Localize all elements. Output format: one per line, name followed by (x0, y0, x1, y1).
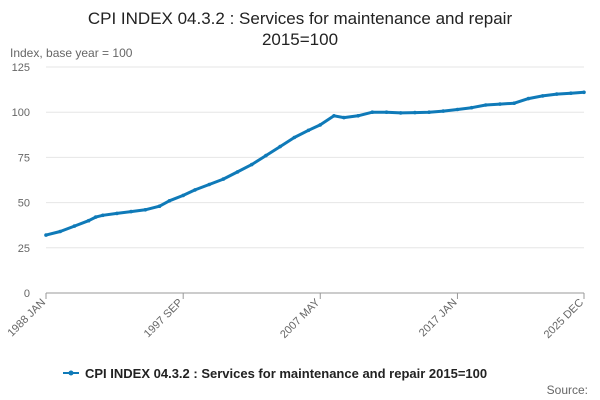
y-tick-label: 0 (24, 288, 30, 300)
x-tick-label: 2017 JAN (417, 297, 460, 340)
data-point[interactable] (264, 153, 268, 158)
legend-series-label: CPI INDEX 04.3.2 : Services for maintena… (85, 366, 487, 381)
series-line-0[interactable] (44, 90, 586, 237)
x-axis: 1988 JAN 1997 SEP 2007 MAY 2017 JAN 2025 DEC (5, 293, 586, 341)
series-layer (44, 90, 586, 237)
x-tick-label: 1988 JAN (5, 297, 48, 340)
x-tick-label: 2025 DEC (542, 297, 586, 341)
data-point[interactable] (370, 110, 375, 114)
data-point[interactable] (292, 135, 297, 140)
data-point[interactable] (181, 193, 185, 198)
data-point[interactable] (58, 229, 62, 234)
data-point[interactable] (157, 204, 162, 208)
legend[interactable]: CPI INDEX 04.3.2 : Services for maintena… (63, 366, 487, 381)
data-point[interactable] (44, 233, 48, 237)
data-point[interactable] (278, 144, 282, 149)
data-point[interactable] (582, 90, 586, 95)
y-tick-label: 50 (18, 198, 30, 210)
data-point[interactable] (101, 213, 105, 218)
data-point[interactable] (512, 101, 516, 105)
data-point[interactable] (469, 105, 474, 110)
source-label: Source: (547, 383, 588, 397)
y-axis-ticks: 0 25 50 75 100 125 (12, 62, 30, 300)
data-point[interactable] (540, 94, 545, 98)
data-point[interactable] (398, 111, 403, 115)
data-point[interactable] (115, 211, 119, 216)
data-point[interactable] (221, 177, 226, 181)
data-point[interactable] (249, 162, 254, 167)
legend-marker (68, 370, 74, 376)
data-point[interactable] (484, 103, 488, 107)
chart-title-line-2: 2015=100 (262, 30, 338, 49)
data-point[interactable] (441, 109, 446, 113)
data-point[interactable] (356, 114, 360, 118)
data-point[interactable] (455, 107, 460, 112)
data-point[interactable] (86, 218, 91, 223)
data-point[interactable] (318, 123, 323, 127)
y-axis-unit-label: Index, base year = 100 (10, 46, 133, 60)
data-point[interactable] (555, 92, 559, 96)
data-point[interactable] (498, 102, 502, 106)
data-point[interactable] (72, 224, 77, 228)
data-point[interactable] (332, 114, 336, 118)
data-point[interactable] (427, 110, 431, 114)
data-point[interactable] (569, 91, 573, 95)
data-point[interactable] (207, 182, 211, 187)
data-point[interactable] (342, 115, 346, 120)
y-tick-label: 125 (12, 62, 30, 74)
data-point[interactable] (129, 209, 133, 214)
data-point[interactable] (235, 170, 240, 174)
data-point[interactable] (306, 128, 311, 133)
y-tick-label: 25 (18, 243, 30, 255)
data-point[interactable] (193, 188, 197, 192)
data-point[interactable] (143, 208, 148, 212)
y-tick-label: 75 (18, 152, 30, 164)
x-tick-label: 1997 SEP (142, 297, 186, 341)
gridlines (46, 66, 584, 294)
data-point[interactable] (413, 110, 417, 115)
data-point[interactable] (93, 215, 98, 219)
data-point[interactable] (526, 96, 531, 101)
chart-title-line-1: CPI INDEX 04.3.2 : Services for maintena… (88, 9, 513, 28)
x-tick-label: 2007 MAY (278, 296, 323, 341)
data-point[interactable] (384, 110, 389, 114)
data-point[interactable] (167, 199, 172, 203)
y-tick-label: 100 (12, 107, 30, 119)
